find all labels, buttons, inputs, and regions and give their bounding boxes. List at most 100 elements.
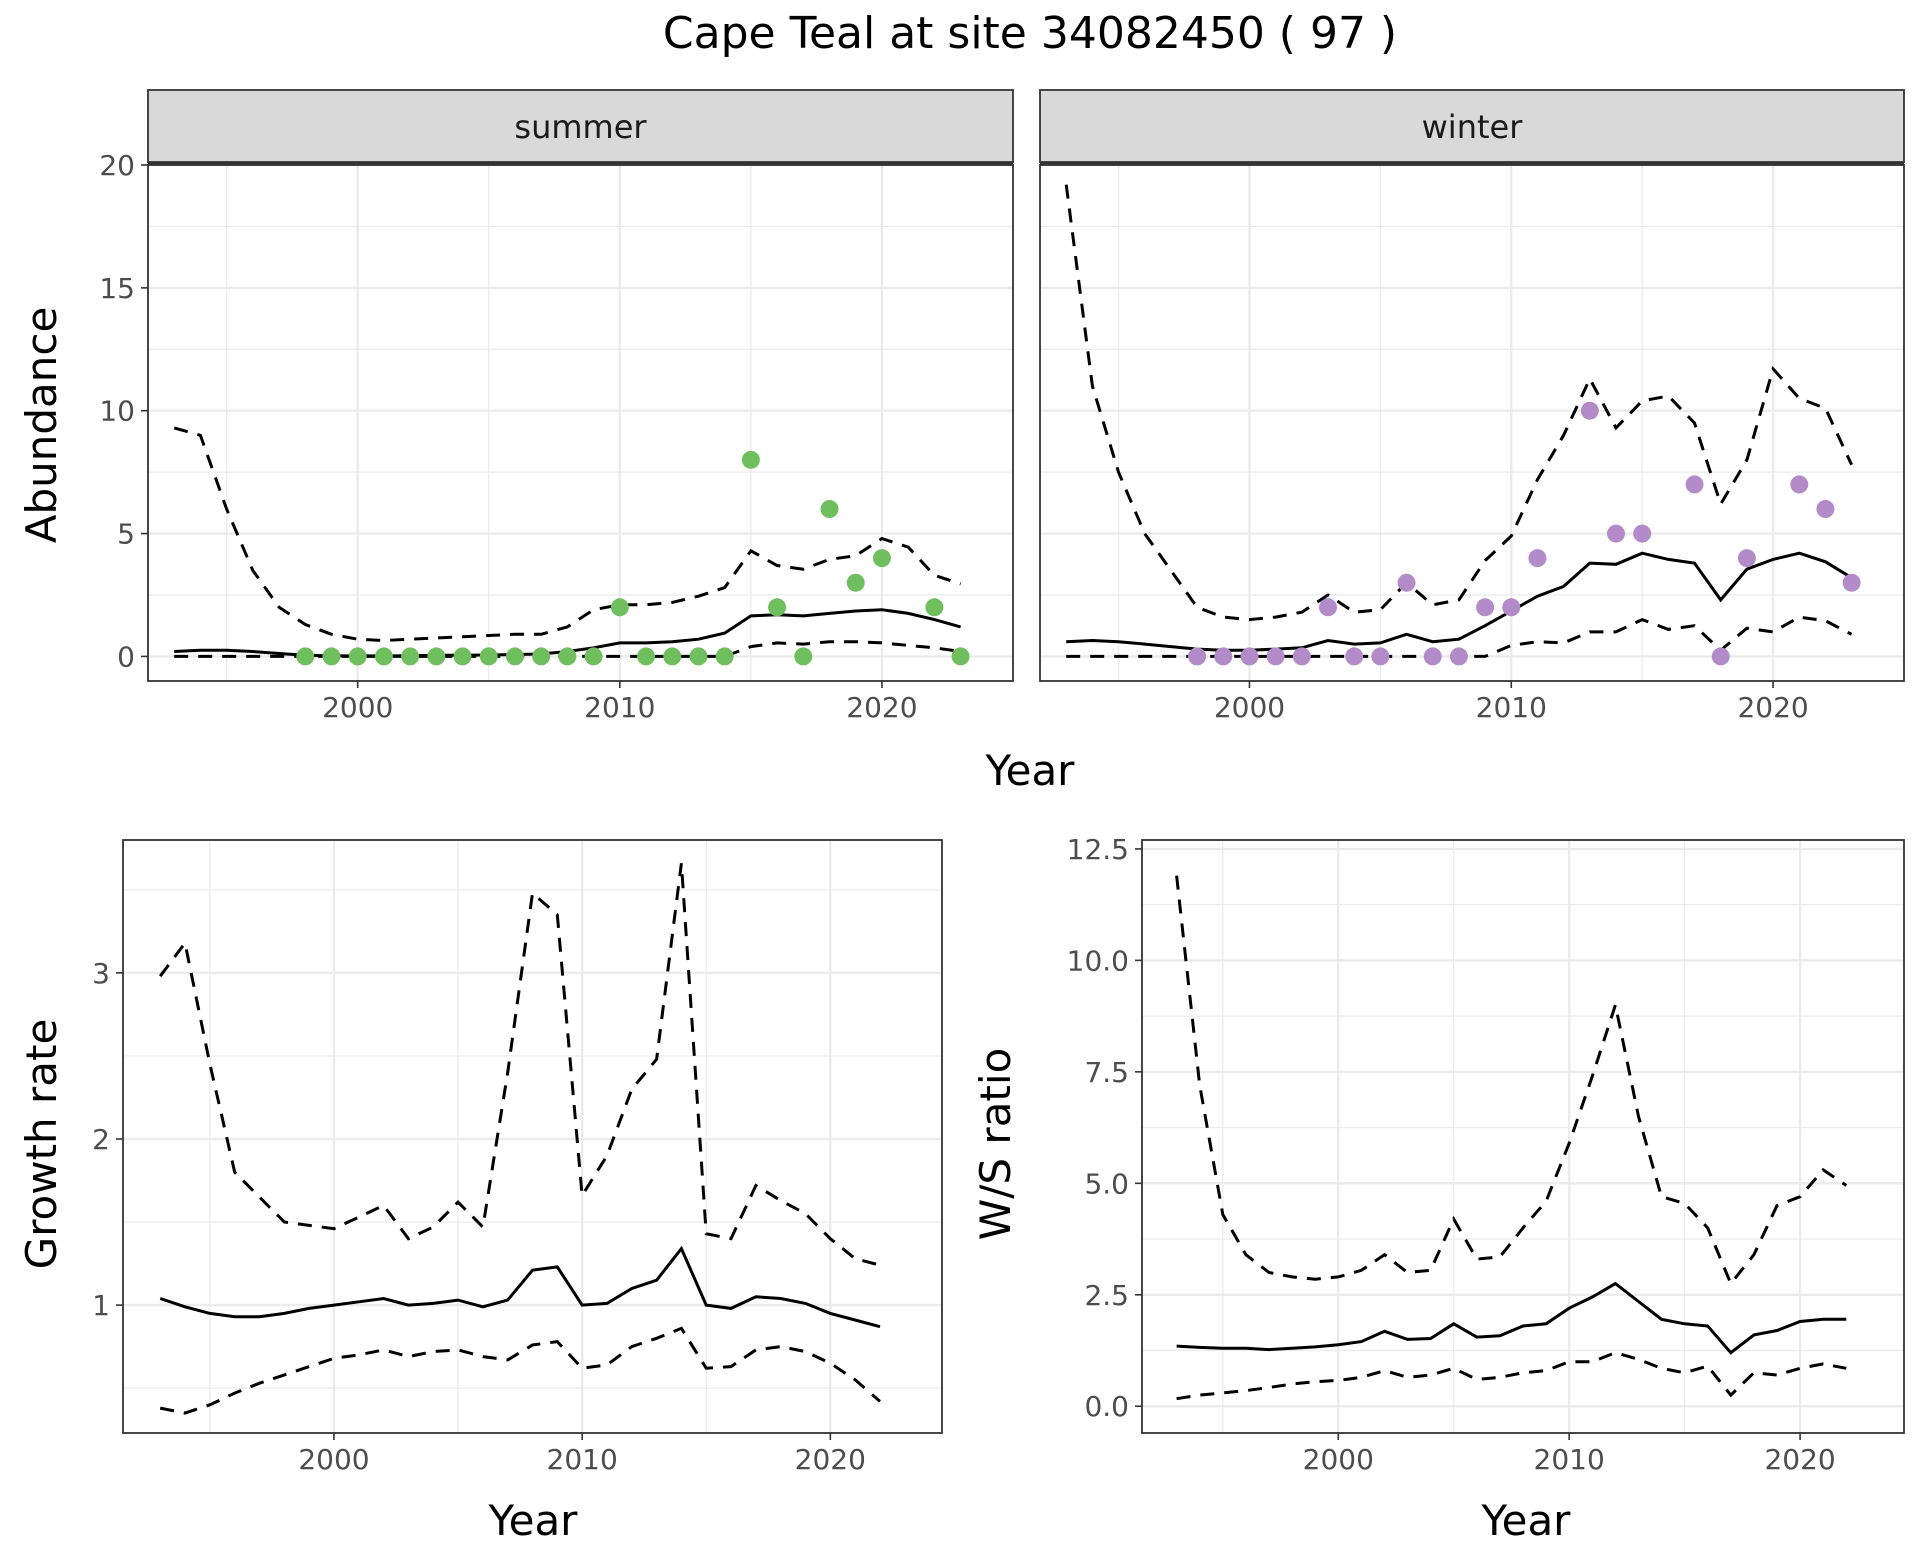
ws-clip-group xyxy=(1175,875,1848,1401)
winter-count-point xyxy=(1240,647,1259,666)
summer-count-point xyxy=(925,598,944,617)
growth-upper-bound-line xyxy=(158,863,881,1267)
winter-count-point xyxy=(1292,647,1311,666)
ws-ratio-x-axis-title: Year xyxy=(1481,1496,1572,1545)
summer-x-tick-label: 2020 xyxy=(846,691,917,724)
summer-count-point xyxy=(846,573,865,592)
summer-strip-label: summer xyxy=(514,108,647,146)
summer-upper-bound-line xyxy=(173,426,962,643)
growth-panel-border xyxy=(122,839,943,1434)
winter-count-point xyxy=(1816,500,1835,518)
winter-count-point xyxy=(1371,647,1390,666)
growth-x-tick-label: 2020 xyxy=(795,1443,866,1476)
winter-count-point xyxy=(1790,475,1809,494)
ws-ratio-panel: 2000 2010 2020 0.0 2.5 5.0 7.5 10.0 12.5 xyxy=(1067,833,1905,1476)
winter-count-point xyxy=(1423,647,1442,666)
growth-y-tick-label: 3 xyxy=(92,957,110,990)
growth-rate-x-axis-title: Year xyxy=(488,1496,579,1545)
winter-count-point xyxy=(1214,647,1233,666)
summer-panel-border xyxy=(147,164,1014,682)
ws-y-tick-label: 0.0 xyxy=(1084,1390,1129,1423)
ws-y-tick-label: 7.5 xyxy=(1084,1056,1129,1089)
ws-x-tick-label: 2020 xyxy=(1764,1443,1835,1476)
summer-count-point xyxy=(427,647,446,666)
summer-y-tick-label: 5 xyxy=(117,518,135,551)
summer-count-point xyxy=(610,598,629,617)
ws-x-tick-label: 2000 xyxy=(1303,1443,1374,1476)
ws-ratio-y-axis-title: W/S ratio xyxy=(971,1048,1020,1241)
winter-count-point xyxy=(1449,647,1468,666)
winter-count-point xyxy=(1502,598,1521,617)
summer-count-point xyxy=(663,647,682,666)
summer-count-point xyxy=(768,598,787,617)
winter-count-point xyxy=(1188,647,1207,666)
abundance-summer-panel: 2000 2010 2020 0 5 10 15 20 summer xyxy=(99,89,1014,724)
summer-count-point xyxy=(453,647,472,666)
summer-count-point xyxy=(820,500,839,518)
summer-count-point xyxy=(584,647,603,666)
ws-y-tick-label: 5.0 xyxy=(1084,1167,1129,1200)
growth-rate-y-axis-title: Growth rate xyxy=(17,1019,66,1270)
winter-count-point xyxy=(1711,647,1730,666)
ws-upper-bound-line xyxy=(1175,875,1848,1287)
winter-x-tick-label: 2020 xyxy=(1737,691,1808,724)
ws-x-tick-label: 2010 xyxy=(1534,1443,1605,1476)
winter-panel-border xyxy=(1039,164,1905,682)
summer-count-point xyxy=(322,647,341,666)
growth-plot-background xyxy=(123,840,942,1433)
winter-count-point xyxy=(1476,598,1495,617)
summer-count-point xyxy=(532,647,551,666)
ws-mean-line xyxy=(1176,1281,1847,1355)
winter-count-point xyxy=(1685,475,1704,494)
winter-count-point xyxy=(1580,401,1599,420)
abundance-x-axis-title: Year xyxy=(985,746,1076,795)
ws-y-tick-label: 10.0 xyxy=(1067,944,1129,977)
summer-y-tick-label: 20 xyxy=(99,149,135,182)
summer-count-point xyxy=(689,647,708,666)
winter-count-point xyxy=(1607,524,1625,543)
winter-count-point xyxy=(1319,598,1337,617)
abundance-winter-panel: 2000 2010 2020 winter xyxy=(1039,89,1905,724)
winter-strip-background xyxy=(1039,89,1905,163)
winter-count-point xyxy=(1842,573,1861,592)
winter-x-tick-label: 2000 xyxy=(1214,691,1285,724)
summer-count-point xyxy=(715,647,734,666)
abundance-y-axis-title: Abundance xyxy=(17,307,66,544)
summer-count-point xyxy=(794,647,813,666)
ws-y-tick-label: 2.5 xyxy=(1084,1279,1129,1312)
ws-plot-background xyxy=(1142,840,1904,1433)
winter-count-point xyxy=(1266,647,1285,666)
winter-clip-group xyxy=(1064,184,1861,666)
summer-count-point xyxy=(558,647,577,666)
summer-y-tick-label: 15 xyxy=(99,272,135,305)
growth-clip-group xyxy=(158,863,881,1415)
ws-lower-bound-line xyxy=(1176,1351,1847,1401)
summer-count-point xyxy=(401,647,420,666)
growth-y-tick-label: 2 xyxy=(92,1123,110,1156)
summer-count-point xyxy=(505,647,524,666)
winter-strip-label: winter xyxy=(1422,108,1524,146)
summer-count-point xyxy=(296,647,315,666)
chart-title: Cape Teal at site 34082450 ( 97 ) xyxy=(663,8,1397,59)
winter-upper-bound-line xyxy=(1064,184,1853,622)
summer-count-point xyxy=(479,647,498,666)
summer-plot-background xyxy=(148,165,1013,681)
ws-y-tick-label: 12.5 xyxy=(1067,833,1129,866)
summer-clip-group xyxy=(173,426,970,666)
winter-count-point xyxy=(1397,573,1416,592)
ws-panel-border xyxy=(1141,839,1905,1434)
winter-count-point xyxy=(1737,549,1756,568)
winter-count-point xyxy=(1528,549,1547,568)
growth-mean-line xyxy=(159,1245,881,1329)
summer-count-point xyxy=(872,549,891,568)
summer-count-point xyxy=(951,647,970,666)
summer-count-point xyxy=(348,647,367,666)
winter-plot-background xyxy=(1040,165,1904,681)
growth-x-tick-label: 2010 xyxy=(547,1443,618,1476)
winter-count-point xyxy=(1345,647,1364,666)
winter-count-point xyxy=(1633,524,1652,543)
growth-y-tick-label: 1 xyxy=(92,1289,110,1322)
growth-x-tick-label: 2000 xyxy=(298,1443,369,1476)
growth-lower-bound-line xyxy=(159,1326,881,1415)
